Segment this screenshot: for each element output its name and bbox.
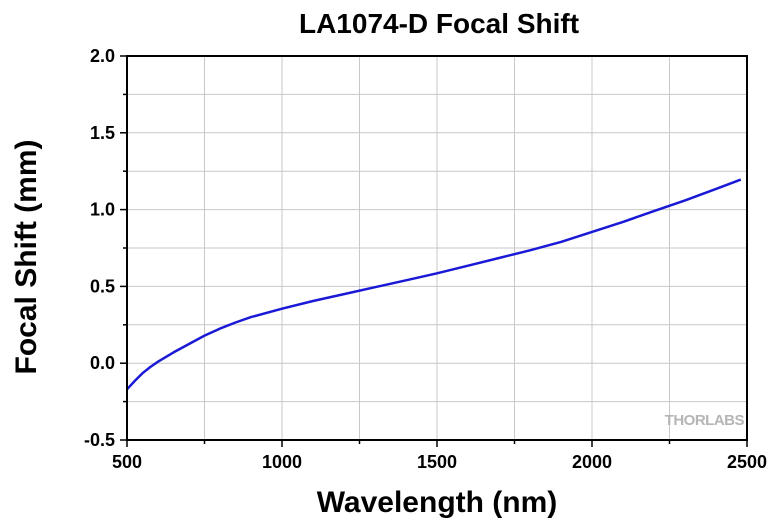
y-tick-label: 0.0 xyxy=(90,353,115,373)
series-layer xyxy=(126,178,742,391)
y-tick-label: -0.5 xyxy=(84,430,115,450)
x-axis-label: Wavelength (nm) xyxy=(317,486,558,519)
focal-shift-line xyxy=(126,178,742,391)
tick-labels: 500 1000 1500 2000 2500 -0.5 0.0 0.5 1.0 1.5 2.0 xyxy=(84,46,767,472)
y-tick-label: 0.5 xyxy=(90,276,115,296)
y-tick-label: 1.5 xyxy=(90,123,115,143)
x-tick-label: 1500 xyxy=(417,452,457,472)
y-tick-label: 2.0 xyxy=(90,46,115,66)
x-tick-label: 2500 xyxy=(727,452,767,472)
x-tick-label: 2000 xyxy=(572,452,612,472)
thorlabs-watermark: THORLABS xyxy=(665,412,745,429)
y-axis-label: Focal Shift (mm) xyxy=(10,139,43,374)
ticks xyxy=(120,55,748,447)
y-tick-label: 1.0 xyxy=(90,200,115,220)
x-tick-label: 1000 xyxy=(262,452,302,472)
x-tick-label: 500 xyxy=(112,452,142,472)
grid xyxy=(127,56,747,440)
chart-title: LA1074-D Focal Shift xyxy=(299,8,579,39)
